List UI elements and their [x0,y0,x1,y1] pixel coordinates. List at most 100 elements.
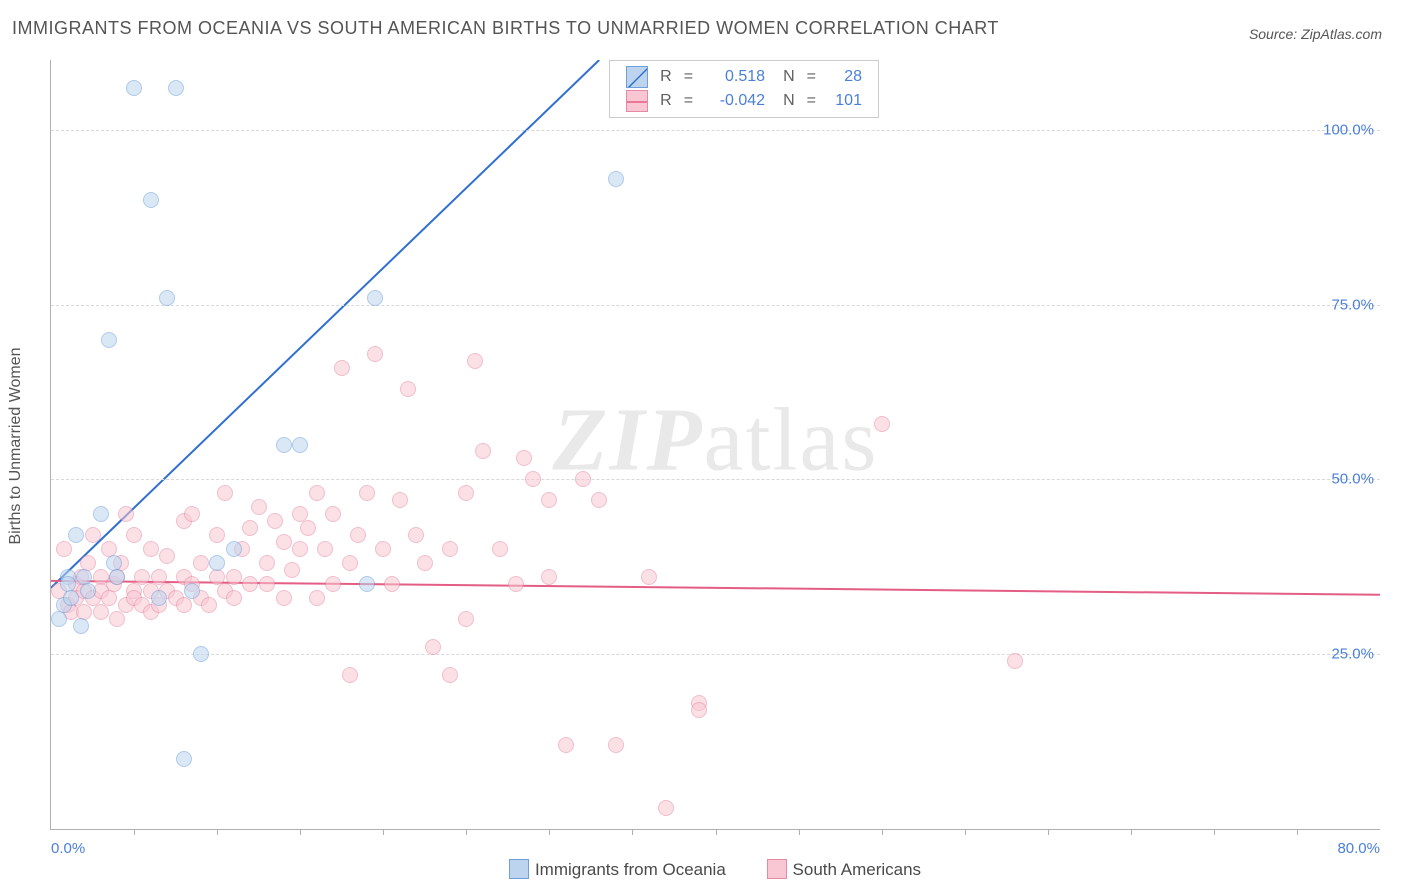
data-point [276,534,292,550]
legend-n-label-1: N [771,89,801,113]
x-tick [217,829,218,835]
x-tick [549,829,550,835]
data-point [400,381,416,397]
trendlines-layer [51,60,1380,829]
data-point [242,520,258,536]
legend-item-0: Immigrants from Oceania [509,859,726,880]
scatter-plot-area: ZIPatlas R = 0.518 N = 28 R = -0.042 N =… [50,60,1380,830]
data-point [176,597,192,613]
data-point [408,527,424,543]
x-tick [134,829,135,835]
data-point [193,555,209,571]
data-point [541,569,557,585]
x-tick [632,829,633,835]
legend-n-value-0: 28 [822,65,868,89]
data-point [417,555,433,571]
source-attribution: Source: ZipAtlas.com [1249,26,1382,42]
data-point [159,548,175,564]
x-tick [300,829,301,835]
data-point [317,541,333,557]
data-point [168,80,184,96]
data-point [334,360,350,376]
correlation-legend: R = 0.518 N = 28 R = -0.042 N = 101 [609,60,879,118]
data-point [143,541,159,557]
y-tick-label: 75.0% [1331,296,1374,313]
y-tick-label: 25.0% [1331,646,1374,663]
x-tick [1214,829,1215,835]
data-point [350,527,366,543]
data-point [492,541,508,557]
data-point [73,618,89,634]
x-tick [716,829,717,835]
legend-row-series-0: R = 0.518 N = 28 [620,65,868,89]
data-point [101,590,117,606]
data-point [276,437,292,453]
data-point [143,192,159,208]
gridline [51,479,1380,480]
data-point [558,737,574,753]
data-point [209,527,225,543]
data-point [874,416,890,432]
data-point [342,555,358,571]
data-point [292,437,308,453]
data-point [184,583,200,599]
x-tick [466,829,467,835]
data-point [193,646,209,662]
data-point [392,492,408,508]
data-point [309,485,325,501]
data-point [367,290,383,306]
x-tick [965,829,966,835]
data-point [251,499,267,515]
data-point [384,576,400,592]
data-point [217,485,233,501]
legend-label-0: Immigrants from Oceania [535,860,726,879]
data-point [359,485,375,501]
data-point [151,590,167,606]
data-point [1007,653,1023,669]
legend-eq-1: = [678,89,699,113]
data-point [691,702,707,718]
legend-swatch-0 [626,66,648,88]
data-point [608,737,624,753]
data-point [608,171,624,187]
data-point [109,569,125,585]
x-tick-label-right: 80.0% [1337,840,1380,857]
data-point [458,485,474,501]
x-tick-label-left: 0.0% [51,840,85,857]
data-point [425,639,441,655]
data-point [209,555,225,571]
legend-r-label-0: R [654,65,678,89]
data-point [575,471,591,487]
data-point [56,541,72,557]
data-point [359,576,375,592]
data-point [458,611,474,627]
data-point [525,471,541,487]
legend-item-1: South Americans [767,859,922,880]
data-point [242,576,258,592]
data-point [159,290,175,306]
data-point [126,527,142,543]
watermark-atlas: atlas [704,390,879,489]
data-point [309,590,325,606]
data-point [342,667,358,683]
x-tick [383,829,384,835]
watermark: ZIPatlas [553,388,879,491]
data-point [93,604,109,620]
data-point [591,492,607,508]
data-point [226,590,242,606]
legend-label-1: South Americans [793,860,922,879]
y-tick-label: 100.0% [1323,121,1374,138]
x-tick [1297,829,1298,835]
legend-eq-0: = [678,65,699,89]
trendline [51,60,599,588]
gridline [51,130,1380,131]
legend-neq-1: = [801,89,822,113]
data-point [442,541,458,557]
data-point [475,443,491,459]
data-point [126,80,142,96]
legend-r-value-1: -0.042 [699,89,771,113]
data-point [300,520,316,536]
x-tick [1131,829,1132,835]
data-point [442,667,458,683]
x-tick [882,829,883,835]
